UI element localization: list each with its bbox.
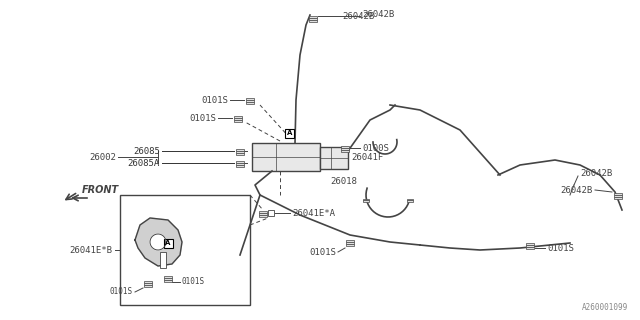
Bar — [363, 199, 369, 200]
Bar — [236, 165, 244, 166]
Text: A260001099: A260001099 — [582, 303, 628, 312]
Bar — [346, 240, 354, 242]
Text: 26042B: 26042B — [580, 169, 612, 178]
Bar — [268, 210, 274, 216]
Bar — [259, 215, 267, 217]
Bar — [164, 278, 172, 280]
Bar — [236, 151, 244, 153]
Bar — [120, 195, 250, 305]
Polygon shape — [150, 234, 166, 250]
Bar — [236, 149, 244, 151]
Text: 26042B: 26042B — [362, 10, 394, 19]
Text: 26085A: 26085A — [128, 158, 160, 167]
Bar — [320, 147, 348, 169]
Bar — [163, 238, 173, 247]
Bar — [526, 245, 534, 247]
Bar — [259, 213, 267, 215]
Text: 26002: 26002 — [89, 153, 116, 162]
Bar — [341, 148, 349, 150]
Bar — [526, 247, 534, 249]
Text: 0101S: 0101S — [547, 244, 574, 252]
Bar — [407, 199, 413, 200]
Bar — [160, 252, 166, 268]
Text: 26042B: 26042B — [342, 12, 374, 20]
Bar — [145, 281, 152, 283]
Bar — [145, 283, 152, 285]
Text: 26041E*A: 26041E*A — [292, 209, 335, 218]
Bar — [614, 197, 622, 199]
Polygon shape — [135, 218, 182, 266]
Text: A: A — [165, 240, 171, 246]
Bar — [614, 193, 622, 195]
Bar — [164, 280, 172, 282]
Text: 26041E*B: 26041E*B — [69, 245, 112, 254]
Bar — [346, 244, 354, 246]
Text: 26085: 26085 — [133, 147, 160, 156]
Bar — [259, 211, 267, 213]
Bar — [236, 153, 244, 155]
Bar — [309, 18, 317, 20]
Text: 26018: 26018 — [330, 177, 357, 186]
Bar — [164, 276, 172, 278]
Bar — [309, 16, 317, 18]
Text: 0101S: 0101S — [201, 95, 228, 105]
Bar — [145, 285, 152, 286]
Bar — [285, 129, 294, 138]
Bar — [407, 200, 413, 202]
Text: 0101S: 0101S — [309, 247, 336, 257]
Bar — [614, 195, 622, 197]
Bar — [246, 100, 254, 102]
Bar — [526, 243, 534, 245]
Bar — [363, 200, 369, 202]
Bar — [252, 143, 320, 171]
Text: FRONT: FRONT — [82, 185, 119, 195]
Bar — [236, 163, 244, 165]
Bar — [341, 146, 349, 148]
Text: A: A — [287, 130, 292, 136]
Text: 26042B: 26042B — [561, 186, 593, 195]
Bar — [346, 242, 354, 244]
Bar — [236, 161, 244, 163]
Text: 0101S: 0101S — [189, 114, 216, 123]
Bar — [309, 20, 317, 22]
Text: 26041F: 26041F — [351, 153, 383, 162]
Text: 0101S: 0101S — [182, 277, 205, 286]
Text: 0101S: 0101S — [110, 287, 133, 297]
Bar — [234, 118, 242, 120]
Bar — [234, 120, 242, 122]
Bar — [341, 150, 349, 152]
Bar — [246, 98, 254, 100]
Text: 0100S: 0100S — [362, 143, 389, 153]
Bar — [246, 102, 254, 104]
Bar — [234, 116, 242, 118]
